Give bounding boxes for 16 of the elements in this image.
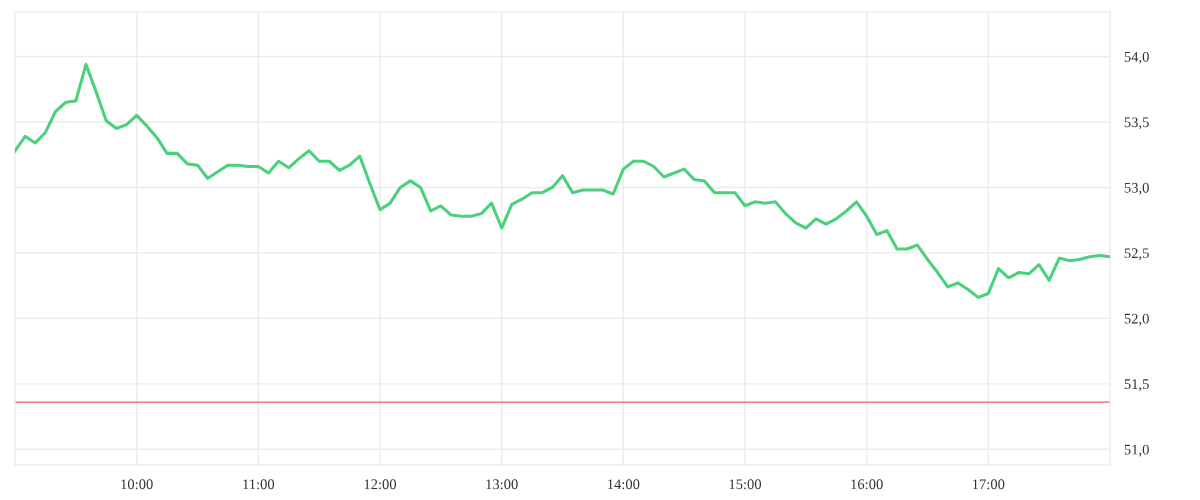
y-tick-label: 52,5 xyxy=(1124,248,1149,261)
x-tick-label: 12:00 xyxy=(364,479,397,490)
y-tick-label: 54,0 xyxy=(1124,51,1149,64)
y-tick-label: 53,0 xyxy=(1124,182,1149,195)
line-series xyxy=(15,62,1110,299)
y-tick-label: 51,0 xyxy=(1124,444,1149,457)
x-tick-label: 15:00 xyxy=(729,479,762,490)
y-tick-label: 52,0 xyxy=(1124,313,1149,326)
x-tick-label: 10:00 xyxy=(121,479,153,490)
x-tick-label: 13:00 xyxy=(486,479,518,490)
y-tick-label: 51,5 xyxy=(1124,379,1149,392)
x-tick-label: 14:00 xyxy=(608,479,640,490)
x-tick-label: 11:00 xyxy=(243,479,275,490)
x-tick-label: 17:00 xyxy=(973,479,1005,490)
y-tick-label: 53,5 xyxy=(1124,117,1149,130)
x-tick-label: 16:00 xyxy=(851,479,883,490)
